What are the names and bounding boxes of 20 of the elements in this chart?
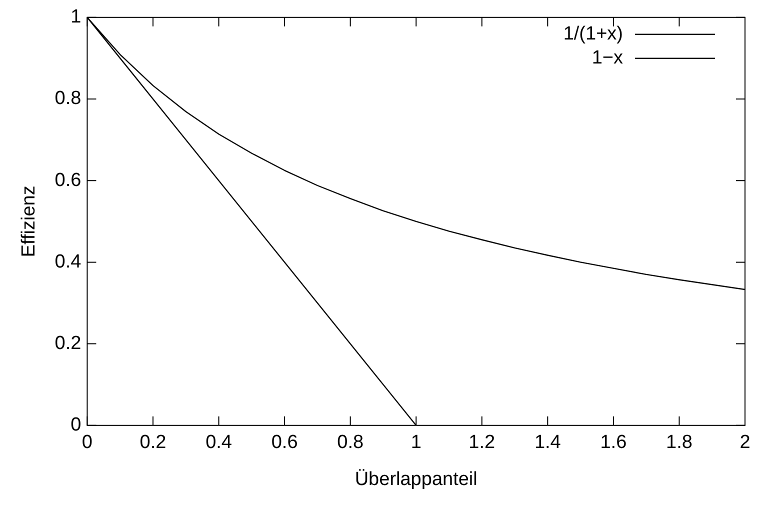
y-axis-title: Effizienz [18,186,40,258]
x-tick-label: 0.8 [337,432,364,454]
x-tick-label: 0.6 [271,432,298,454]
x-tick-label: 1 [410,432,422,454]
x-tick-label: 1.8 [666,432,692,454]
legend-label: 1−x [592,48,624,69]
y-tick-label: 0 [70,414,82,436]
y-tick-label: 0.4 [54,251,82,272]
x-tick-label: 1.2 [468,432,496,454]
y-tick-label: 0.6 [54,170,82,191]
y-tick-label: 0.2 [54,333,82,354]
x-tick-label: 1.6 [600,432,627,454]
y-tick-label: 1 [70,6,82,28]
x-tick-label: 0.2 [140,432,166,454]
x-axis-title: Überlappanteil [354,468,478,490]
y-tick-label: 0.8 [54,88,82,110]
x-tick-label: 1.4 [534,432,562,454]
legend-label: 1/(1+x) [563,24,623,45]
x-tick-label: 0.4 [206,432,232,454]
x-tick-label: 2 [740,432,750,454]
